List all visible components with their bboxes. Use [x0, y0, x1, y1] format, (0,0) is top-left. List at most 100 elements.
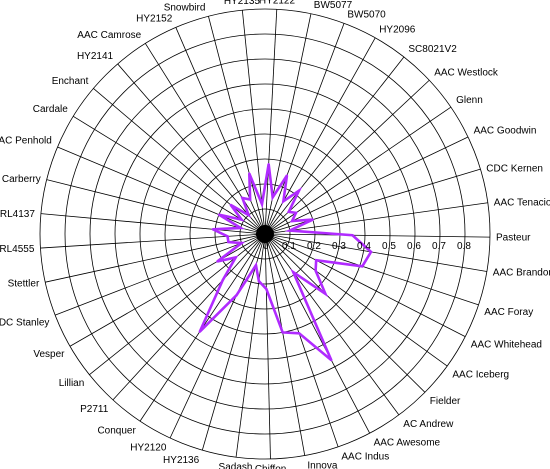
center-hub [256, 225, 274, 243]
grid-ring [89, 58, 441, 410]
spoke-line [40, 213, 266, 235]
spoke-line [264, 9, 278, 235]
data-point [351, 234, 354, 237]
category-label: AAC Whitehead [471, 340, 542, 351]
spoke-line [112, 233, 266, 401]
category-label: Chiffon [255, 464, 287, 469]
spoke-line [264, 79, 430, 235]
tick-label: 0.6 [407, 241, 421, 252]
data-point [292, 271, 295, 274]
spoke-line [93, 88, 266, 235]
data-point [281, 331, 284, 334]
category-label: AAC Westlock [434, 68, 499, 79]
data-point [287, 210, 290, 213]
category-label: Carberry [2, 174, 41, 185]
tick-label: 0.4 [357, 241, 371, 252]
category-label: Cardale [33, 104, 68, 115]
data-point [282, 200, 285, 203]
spoke-line [264, 56, 405, 235]
data-point [298, 332, 301, 335]
data-point [240, 218, 243, 221]
spoke-line [264, 233, 490, 238]
spoke-line [145, 43, 266, 235]
data-point [235, 294, 238, 297]
data-point [227, 240, 230, 244]
category-label: Vesper [33, 349, 65, 360]
spoke-line [201, 233, 266, 451]
spoke-line [241, 10, 266, 235]
center-layer [256, 225, 274, 243]
data-point [211, 228, 214, 231]
tick-label: 0.8 [457, 241, 471, 252]
data-point [216, 260, 219, 263]
spoke-line [264, 233, 487, 272]
category-label: CDC Kernen [486, 164, 543, 175]
data-point [369, 250, 373, 254]
category-label: P2711 [80, 404, 109, 415]
tick-label: 0.7 [432, 241, 446, 252]
tick-labels: 0 0.1 0.2 0.3 0.4 0.5 0.6 0.7 0.8 [263, 241, 471, 252]
grid-ring [164, 133, 366, 335]
data-point [240, 241, 243, 245]
spoke-line [264, 23, 345, 235]
spoke-line [55, 233, 266, 316]
spoke-line [264, 168, 481, 235]
category-label: Pasteur [496, 233, 531, 244]
spoke-line [235, 233, 266, 458]
data-point [260, 203, 264, 206]
grid-ring [64, 33, 466, 435]
series-line [198, 163, 373, 362]
data-point [198, 330, 201, 333]
spoke-line [264, 233, 426, 393]
spoke-line [264, 233, 466, 338]
spoke-line [264, 233, 271, 459]
category-label: HY2096 [379, 24, 416, 35]
category-label: AAC Awesome [374, 438, 441, 449]
data-point [288, 229, 291, 232]
spokes [40, 9, 490, 459]
category-label: Stettler [8, 279, 40, 290]
data-point [254, 264, 258, 267]
data-point [217, 213, 220, 216]
data-point [248, 172, 251, 175]
category-label: Sadash [219, 462, 253, 469]
spoke-line [264, 233, 479, 306]
category-label: AAC Penhold [0, 135, 52, 146]
spoke-line [264, 37, 376, 235]
category-label: Lillian [59, 378, 85, 389]
category-label: BW5077 [314, 0, 353, 11]
data-point [294, 211, 298, 214]
category-label: RL4555 [0, 244, 35, 255]
category-label: CDC Stanley [0, 318, 49, 329]
tick-label: 0.2 [307, 241, 321, 252]
category-label: Snowbird [164, 2, 206, 13]
data-point [271, 196, 274, 199]
data-point [315, 259, 318, 262]
spoke-line [73, 115, 266, 235]
spoke-line [57, 146, 266, 235]
data-point [247, 214, 250, 217]
spoke-line [264, 202, 488, 235]
grid-ring [39, 8, 491, 460]
category-label: AAC Goodwin [474, 125, 537, 136]
spoke-line [46, 179, 266, 235]
category-label: BW5070 [347, 10, 386, 21]
category-label: AAC Brandon [493, 268, 550, 279]
category-label: Enchant [52, 76, 89, 87]
data-point [297, 189, 301, 192]
data-point [234, 256, 237, 259]
category-label: Innova [307, 460, 337, 469]
category-label: HY2152 [136, 14, 173, 25]
category-label: AAC Foray [484, 307, 533, 318]
category-label: Conquer [97, 425, 136, 436]
data-point [257, 280, 260, 283]
category-label: HY2120 [130, 443, 167, 454]
spoke-line [264, 233, 448, 367]
data-point [314, 269, 317, 272]
category-label: HY2141 [77, 51, 114, 62]
spoke-line [264, 106, 452, 235]
spoke-line [264, 233, 400, 416]
spoke-line [264, 233, 371, 434]
grid-ring [114, 83, 416, 385]
